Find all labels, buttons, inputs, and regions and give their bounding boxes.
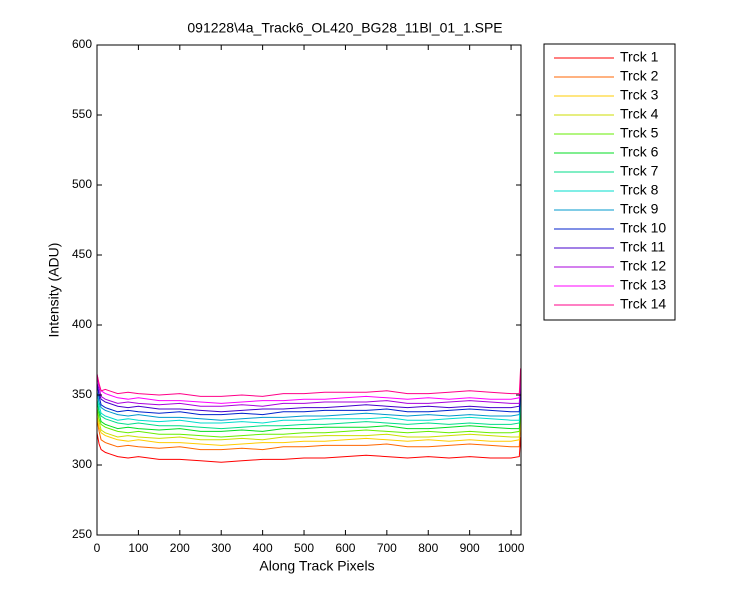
legend-label: Trck 14 (620, 296, 666, 312)
legend-label: Trck 3 (620, 87, 659, 103)
x-tick-label: 600 (335, 541, 355, 555)
x-tick-label: 400 (253, 541, 273, 555)
x-tick-label: 700 (377, 541, 397, 555)
x-tick-label: 100 (128, 541, 148, 555)
legend-label: Trck 12 (620, 258, 666, 274)
legend-box (543, 43, 676, 321)
plot-frame (96, 44, 522, 536)
data-line (96, 373, 522, 404)
legend-label: Trck 8 (620, 182, 659, 198)
x-tick-label: 900 (460, 541, 480, 555)
y-tick-label: 400 (72, 317, 92, 331)
x-tick-label: 1000 (498, 541, 525, 555)
chart-title: 091228\4a_Track6_OL420_BG28_11Bl_01_1.SP… (187, 20, 502, 36)
x-tick-label: 800 (418, 541, 438, 555)
data-line (96, 382, 522, 413)
legend-label: Trck 6 (620, 144, 659, 160)
legend-label: Trck 1 (620, 49, 659, 65)
y-tick-label: 450 (72, 247, 92, 261)
y-tick-label: 350 (72, 387, 92, 401)
x-axis-label: Along Track Pixels (259, 558, 374, 574)
data-line (96, 375, 522, 407)
legend-label: Trck 7 (620, 163, 659, 179)
data-line (96, 392, 522, 424)
y-tick-label: 550 (72, 107, 92, 121)
y-tick-label: 300 (72, 457, 92, 471)
data-line (96, 407, 522, 438)
data-line (96, 432, 522, 463)
legend-label: Trck 11 (620, 239, 665, 255)
y-tick-label: 600 (72, 37, 92, 51)
x-tick-label: 500 (294, 541, 314, 555)
y-tick-label: 500 (72, 177, 92, 191)
x-tick-label: 0 (94, 541, 101, 555)
y-tick-label: 250 (72, 527, 92, 541)
legend-label: Trck 9 (620, 201, 659, 217)
data-line (96, 399, 522, 430)
y-axis-label: Intensity (ADU) (46, 243, 62, 338)
legend-label: Trck 5 (620, 125, 659, 141)
legend-label: Trck 13 (620, 277, 666, 293)
data-line (96, 418, 522, 451)
x-tick-label: 300 (211, 541, 231, 555)
data-line (96, 390, 522, 421)
x-tick-label: 200 (170, 541, 190, 555)
legend-label: Trck 2 (620, 68, 659, 84)
legend-label: Trck 10 (620, 220, 666, 236)
data-line (96, 383, 522, 416)
data-line (96, 400, 522, 432)
data-line (96, 415, 522, 446)
legend-label: Trck 4 (620, 106, 659, 122)
data-line (96, 408, 522, 441)
data-line (96, 368, 522, 397)
